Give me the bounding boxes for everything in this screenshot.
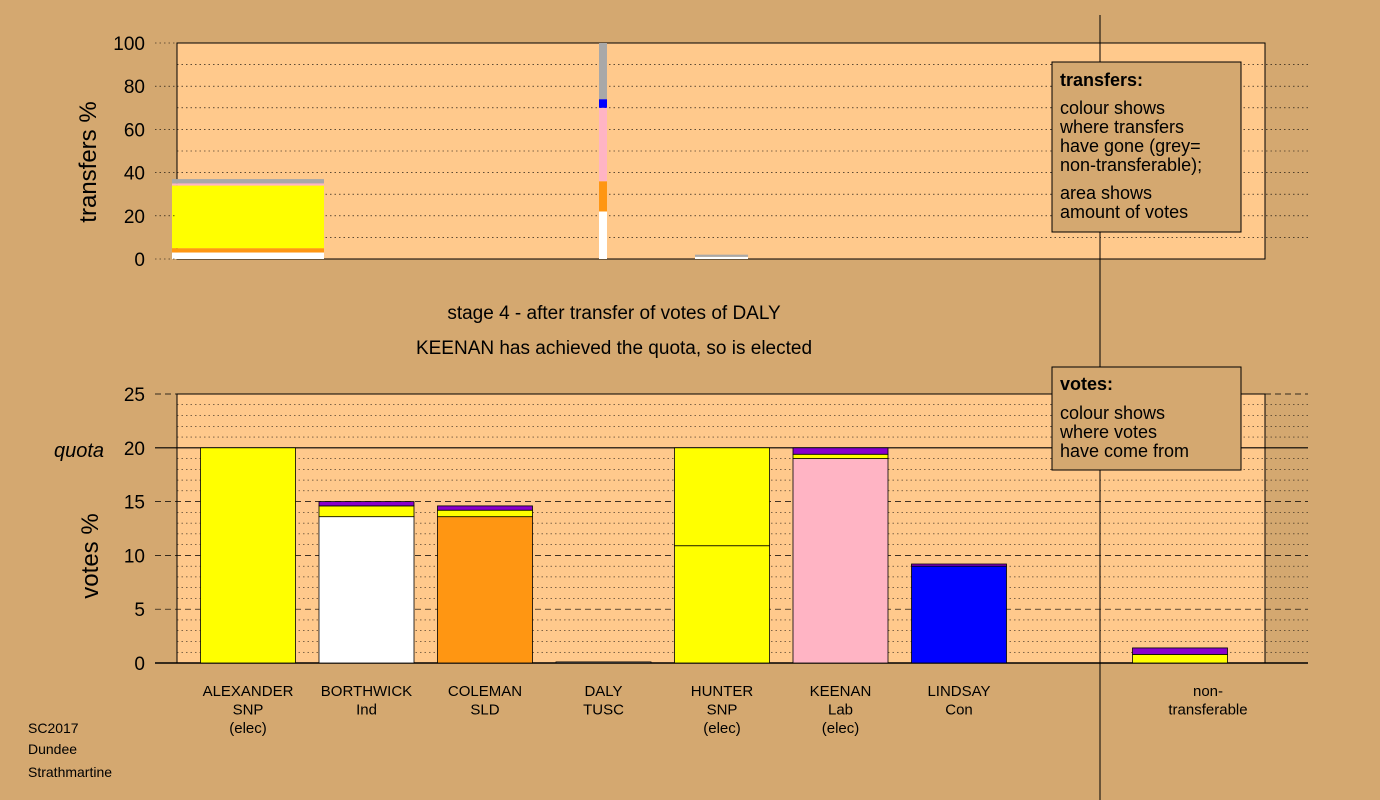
votes-tick-label: 10 — [124, 546, 145, 567]
transfer-segment — [599, 211, 607, 259]
transfer-segment — [599, 107, 607, 182]
votes-legend-line: colour shows — [1060, 403, 1165, 423]
transfer-segment — [599, 99, 607, 108]
transfers-tick-label: 80 — [124, 77, 145, 98]
nontransferable-label: non-transferable — [1168, 683, 1247, 719]
transfers-legend-line: area shows — [1060, 183, 1152, 203]
votes-tick-label: 20 — [124, 439, 145, 460]
transfers-y-ticks: 0 20 40 60 80 100 — [113, 34, 177, 271]
votes-tick-label: 25 — [124, 385, 145, 406]
footer-ward: Strathmartine — [28, 764, 112, 780]
transfer-segment — [172, 179, 324, 184]
candidate-label: ALEXANDER SNP (elec) — [203, 683, 294, 737]
vote-segment — [792, 458, 889, 664]
votes-legend: votes: colour shows where votes have com… — [1051, 366, 1242, 471]
stage-caption: stage 4 - after transfer of votes of DAL… — [447, 303, 781, 324]
votes-legend-line: have come from — [1060, 441, 1189, 461]
nontransferable-segment — [1132, 653, 1228, 664]
votes-tick-label: 5 — [134, 600, 145, 621]
candidate-label: KEENAN Lab (elec) — [810, 683, 872, 737]
transfers-bars — [172, 43, 748, 259]
result-caption: KEENAN has achieved the quota, so is ele… — [416, 338, 812, 359]
vote-segment — [318, 516, 415, 664]
votes-y-axis-label: votes % — [77, 513, 104, 598]
votes-legend-box — [1051, 366, 1242, 471]
transfer-segment — [172, 183, 324, 186]
transfers-y-axis-label: transfers % — [75, 101, 102, 222]
vote-segment — [318, 501, 415, 507]
votes-bars — [200, 447, 1228, 664]
vote-segment — [792, 447, 889, 455]
vote-segment — [674, 447, 770, 547]
vote-segment — [437, 505, 533, 511]
candidate-label: DALY TUSC — [583, 683, 624, 719]
transfers-legend-line: where transfers — [1059, 117, 1184, 137]
transfers-tick-label: 40 — [124, 164, 145, 185]
votes-tick-label: 15 — [124, 493, 145, 514]
footer-council: Dundee — [28, 741, 77, 757]
votes-tick-label: 0 — [134, 654, 145, 675]
vote-segment — [555, 661, 652, 664]
quota-label: quota — [54, 440, 104, 462]
candidate-label: BORTHWICK Ind — [321, 683, 412, 719]
transfers-legend-line: colour shows — [1060, 98, 1165, 118]
transfer-segment — [599, 43, 607, 100]
candidate-label: HUNTER SNP (elec) — [691, 683, 754, 737]
votes-y-ticks: 0 5 10 15 20 25 — [124, 385, 145, 675]
votes-legend-line: where votes — [1059, 422, 1157, 442]
vote-segment — [318, 505, 415, 518]
transfers-tick-label: 20 — [124, 207, 145, 228]
transfers-tick-label: 60 — [124, 120, 145, 141]
transfer-segment — [172, 248, 324, 253]
vote-segment — [437, 516, 533, 664]
vote-segment — [792, 453, 889, 459]
vote-segment — [674, 545, 770, 664]
vote-segment — [911, 563, 1007, 567]
transfers-tick-label: 100 — [113, 34, 145, 55]
transfer-segment — [599, 181, 607, 212]
transfer-segment — [172, 185, 324, 249]
transfers-legend-line: non-transferable); — [1060, 155, 1202, 175]
transfers-legend-box — [1051, 61, 1242, 233]
vote-segment — [200, 447, 296, 664]
candidate-labels: ALEXANDER SNP (elec) BORTHWICK Ind COLEMAN SLD… — [203, 683, 1248, 737]
transfer-segment — [695, 254, 748, 257]
transfers-legend-title: transfers: — [1060, 70, 1143, 90]
transfers-legend-line: have gone (grey= — [1060, 136, 1201, 156]
candidate-label: COLEMAN SLD — [448, 683, 522, 719]
nontransferable-segment — [1132, 647, 1228, 655]
transfers-legend-line: amount of votes — [1060, 202, 1188, 222]
candidate-label: LINDSAY Con — [927, 683, 990, 719]
vote-segment — [437, 509, 533, 518]
vote-segment — [911, 565, 1007, 664]
transfer-segment — [695, 256, 748, 259]
transfers-legend: transfers: colour shows where transfers … — [1051, 61, 1242, 233]
transfer-segment — [172, 252, 324, 259]
footer-election: SC2017 — [28, 720, 79, 736]
transfers-tick-label: 0 — [134, 250, 145, 271]
votes-legend-title: votes: — [1060, 374, 1113, 394]
